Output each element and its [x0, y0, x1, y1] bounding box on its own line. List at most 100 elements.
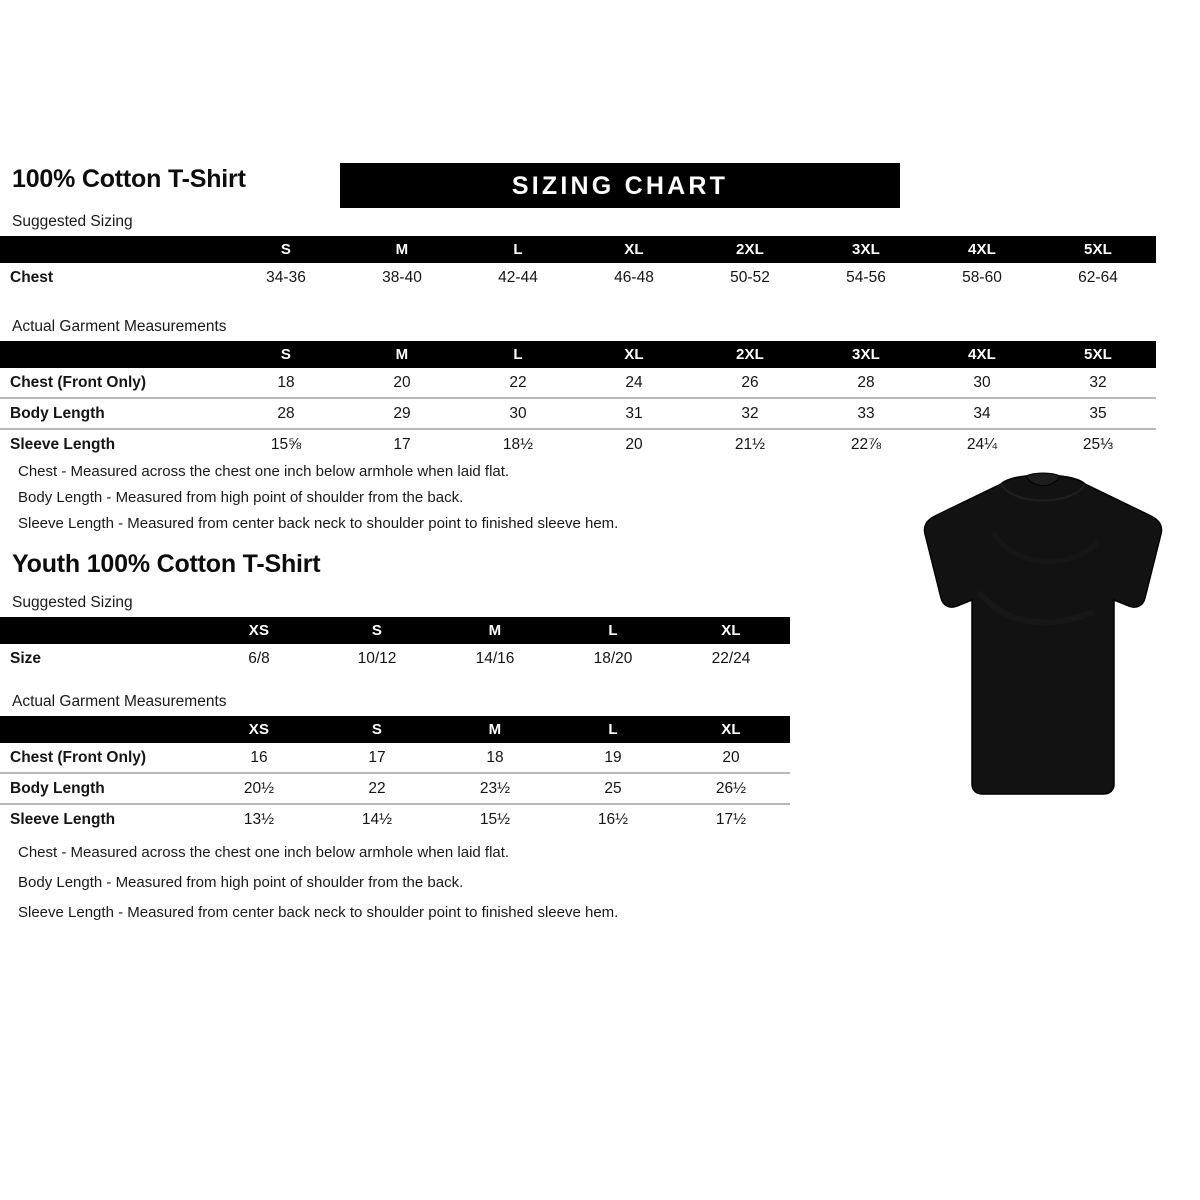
row-label-sleeve-length: Sleeve Length	[10, 810, 116, 828]
cell-sleevelength-m: 15½	[479, 810, 511, 828]
cell-sleevelength-xl: 17½	[715, 810, 747, 828]
column-header-label	[0, 716, 200, 743]
column-header-xs: XS	[248, 721, 270, 738]
cell-chestfront-s: 17	[318, 743, 436, 774]
table-header-row: S M L XL 2XL 3XL 4XL 5XL	[0, 236, 1156, 263]
cell-bodylength-l: 30	[460, 398, 576, 430]
cell-bodylength-2xl: 32	[692, 398, 808, 430]
row-label-size: Size	[10, 649, 42, 667]
cell-sleevelength-3xl: 22⅞	[850, 435, 882, 453]
cell-chestfront-3xl: 28	[808, 368, 924, 399]
row-label-chest-front-only: Chest (Front Only)	[0, 743, 200, 774]
column-header-label	[0, 617, 200, 644]
row-label-sleeve-length: Sleeve Length	[10, 435, 116, 453]
row-label-chest-front-only: Chest (Front Only)	[0, 368, 228, 399]
adult-actual-measurements-label: Actual Garment Measurements	[12, 318, 227, 335]
cell-chestfront-xl: 20	[672, 743, 790, 774]
column-header-label	[0, 341, 228, 368]
youth-suggested-sizing-label: Suggested Sizing	[12, 594, 133, 611]
table-header-row: XS S M L XL	[0, 617, 790, 644]
adult-suggested-sizing-table: S M L XL 2XL 3XL 4XL 5XL Chest 34-36 38-…	[0, 236, 1156, 292]
cell-sleevelength-5xl: 25⅓	[1082, 435, 1114, 453]
row-label-body-length: Body Length	[0, 398, 228, 430]
cell-sleevelength-xl: 20	[625, 435, 643, 453]
cell-chestfront-l: 19	[554, 743, 672, 774]
column-header-s: S	[280, 346, 292, 363]
cell-chestfront-xs: 16	[200, 743, 318, 774]
adult-note-chest: Chest - Measured across the chest one in…	[18, 463, 510, 480]
column-header-s: S	[371, 721, 383, 738]
cell-bodylength-m: 23½	[436, 773, 554, 805]
cell-chest-3xl: 54-56	[846, 268, 886, 286]
column-header-l: L	[608, 622, 618, 639]
column-header-2xl: 2XL	[735, 241, 765, 258]
cell-chestfront-m: 20	[344, 368, 460, 399]
youth-actual-measurements-label: Actual Garment Measurements	[12, 693, 227, 710]
table-row: Size 6/8 10/12 14/16 18/20 22/24	[0, 644, 790, 673]
column-header-m: M	[488, 622, 502, 639]
table-row: Body Length 20½ 22 23½ 25 26½	[0, 773, 790, 805]
cell-chest-s: 34-36	[266, 268, 306, 286]
cell-chest-4xl: 58-60	[962, 268, 1002, 286]
cell-bodylength-4xl: 34	[924, 398, 1040, 430]
table-row: Chest (Front Only) 18 20 22 24 26 28 30 …	[0, 368, 1156, 399]
column-header-4xl: 4XL	[967, 346, 997, 363]
cell-chest-2xl: 50-52	[730, 268, 770, 286]
cell-sleevelength-l: 16½	[597, 810, 629, 828]
column-header-2xl: 2XL	[735, 346, 765, 363]
cell-chest-m: 38-40	[382, 268, 422, 286]
cell-sleevelength-l: 18½	[502, 435, 534, 453]
cell-bodylength-3xl: 33	[808, 398, 924, 430]
column-header-xl: XL	[624, 346, 644, 363]
column-header-4xl: 4XL	[967, 241, 997, 258]
cell-sleevelength-2xl: 21½	[734, 435, 766, 453]
cell-sleevelength-s: 15⅝	[270, 435, 302, 453]
cell-bodylength-xl: 26½	[672, 773, 790, 805]
column-header-xl: XL	[624, 241, 644, 258]
cell-size-xl: 22/24	[711, 649, 751, 667]
table-row: Chest (Front Only) 16 17 18 19 20	[0, 743, 790, 774]
sizing-chart-banner-label: SIZING CHART	[511, 172, 729, 200]
table-header-row: S M L XL 2XL 3XL 4XL 5XL	[0, 341, 1156, 368]
column-header-l: L	[513, 241, 523, 258]
cell-chestfront-s: 18	[228, 368, 344, 399]
cell-size-s: 10/12	[357, 649, 397, 667]
row-label-chest: Chest	[10, 268, 54, 286]
cell-bodylength-xs: 20½	[200, 773, 318, 805]
cell-chest-l: 42-44	[498, 268, 538, 286]
column-header-s: S	[371, 622, 383, 639]
sizing-chart-banner: SIZING CHART	[340, 163, 900, 208]
cell-chestfront-4xl: 30	[924, 368, 1040, 399]
cell-bodylength-m: 29	[344, 398, 460, 430]
cell-chest-5xl: 62-64	[1078, 268, 1118, 286]
column-header-label	[0, 236, 228, 263]
column-header-s: S	[280, 241, 292, 258]
column-header-l: L	[513, 346, 523, 363]
row-label-body-length: Body Length	[0, 773, 200, 805]
page-header: 100% Cotton T-Shirt SIZING CHART	[12, 163, 1188, 209]
cell-bodylength-5xl: 35	[1040, 398, 1156, 430]
tshirt-product-image	[893, 472, 1193, 802]
cell-sleevelength-s: 14½	[361, 810, 393, 828]
table-row: Body Length 28 29 30 31 32 33 34 35	[0, 398, 1156, 430]
cell-size-m: 14/16	[475, 649, 515, 667]
table-row: Sleeve Length 13½ 14½ 15½ 16½ 17½	[0, 804, 790, 834]
adult-note-body-length: Body Length - Measured from high point o…	[18, 489, 464, 506]
cell-chest-xl: 46-48	[614, 268, 654, 286]
youth-actual-measurements-table: XS S M L XL Chest (Front Only) 16 17 18 …	[0, 716, 790, 834]
cell-chestfront-m: 18	[436, 743, 554, 774]
column-header-xl: XL	[721, 622, 741, 639]
table-header-row: XS S M L XL	[0, 716, 790, 743]
adult-note-sleeve-length: Sleeve Length - Measured from center bac…	[18, 515, 619, 532]
column-header-xs: XS	[248, 622, 270, 639]
cell-sleevelength-m: 17	[393, 435, 411, 453]
youth-suggested-sizing-table: XS S M L XL Size 6/8 10/12 14/16 18/20 2…	[0, 617, 790, 673]
cell-sleevelength-xs: 13½	[243, 810, 275, 828]
cell-size-l: 18/20	[593, 649, 633, 667]
youth-note-sleeve-length: Sleeve Length - Measured from center bac…	[18, 904, 619, 921]
page-title: 100% Cotton T-Shirt	[12, 165, 246, 193]
column-header-3xl: 3XL	[851, 241, 881, 258]
column-header-l: L	[608, 721, 618, 738]
youth-note-body-length: Body Length - Measured from high point o…	[18, 874, 464, 891]
